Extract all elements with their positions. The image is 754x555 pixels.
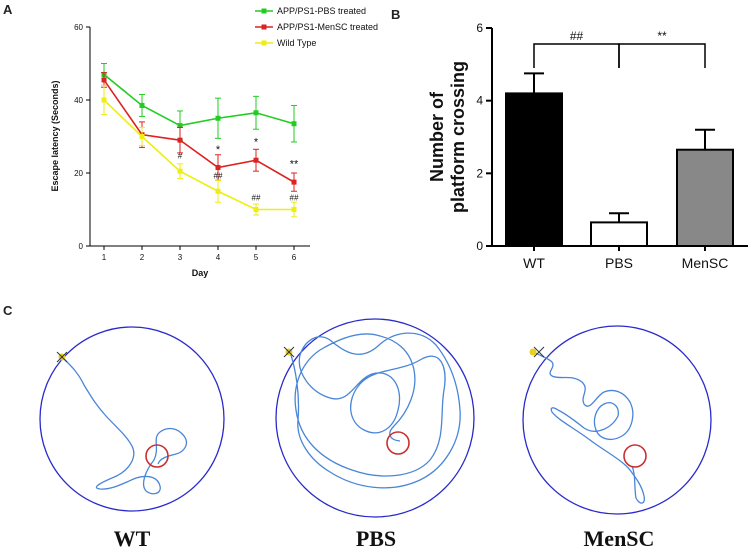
platform-mensc [623,444,647,468]
legend-label: APP/PS1-PBS treated [277,6,366,16]
panel-a-x-tick-label: 4 [216,253,221,262]
panel-a-data-point [177,137,183,143]
panel-a-x-tick-label: 1 [102,253,107,262]
platform-wt [145,444,169,468]
panel-a-y-axis-title: Escape latency (Seconds) [50,80,60,191]
panel-a-data-point [291,179,297,185]
panel-a-data-point [291,207,297,212]
panel-a-series-line-1 [103,79,295,183]
panel-a-series-line-0 [103,73,295,127]
panel-b-category-label: WT [523,255,545,271]
panel-a-data-point [215,165,221,171]
panel-a-significance-mark: ## [214,171,223,180]
panel-a-series-line-2 [103,99,294,211]
panel-a-y-tick-label: 0 [79,242,84,251]
legend-swatch-marker [261,24,267,30]
panel-a-data-point [253,207,259,212]
panel-a-x-tick-label: 3 [178,253,183,262]
legend-label: APP/PS1-MenSC treated [277,22,378,32]
panel-b-bar-mensc [676,148,734,247]
panel-a-data-point [101,97,107,103]
panel-b-category-label: PBS [605,255,633,271]
panel-a-data-point [253,110,259,116]
panel-a-data-point [177,123,183,129]
legend-label: Wild Type [277,38,316,48]
panel-c-swim-tracks: WT PBS MenSC [39,318,712,551]
panel-b-significance-bracket [618,43,706,68]
panel-a-data-point [177,168,183,174]
panel-b-bar-wt [505,92,563,248]
panel-a-y-tick-label: 40 [74,96,83,105]
track-pbs: PBS [275,318,475,551]
panel-c-letter: C [3,303,13,318]
panel-a-significance-mark: ** [290,159,299,171]
panel-b-bar-pbs [590,221,648,247]
panel-a-significance-mark: ## [252,193,261,202]
start-marker-pbs [283,346,295,358]
panel-b-category-label: MenSC [682,255,729,271]
panel-a-y-tick-label: 20 [74,169,83,178]
panel-a-significance-mark: * [216,144,221,156]
arena-pbs [275,318,475,518]
panel-a-data-point [215,188,221,194]
start-marker-wt [56,351,68,363]
panel-b-significance-bracket [533,43,620,68]
panel-a-data-point [253,157,259,163]
panel-a-legend: APP/PS1-PBS treated APP/PS1-MenSC treated… [255,6,378,48]
panel-a-significance-mark: * [254,137,259,149]
legend-swatch-marker [261,40,267,46]
panel-a-data-point [139,102,145,108]
panel-b-significance-label: ** [657,29,667,43]
panel-a-data-point [215,115,221,121]
panel-a-y-tick-label: 60 [74,23,83,32]
swim-path-pbs [289,332,461,489]
panel-a-x-tick-label: 6 [292,253,297,262]
track-label-mensc: MenSC [584,526,655,551]
panel-a-x-tick-label: 2 [140,253,145,262]
panel-b-significance-label: ## [570,29,584,43]
panel-b-letter: B [391,7,400,22]
legend-swatch-marker [261,8,267,14]
platform-pbs [386,431,410,455]
panel-b-bar-chart: 0 2 4 6 Number of platform crossing WT PBS Me… [427,21,748,271]
track-label-pbs: PBS [356,526,396,551]
panel-a-data-point [139,134,145,139]
panel-a-data-point [101,77,107,83]
panel-b-y-tick-label: 4 [476,94,483,108]
track-mensc: MenSC [522,325,712,551]
panel-b-y-axis-title-line-1: Number of [427,91,447,182]
panel-a-data-point [291,121,297,127]
panel-a-significance-mark: # [178,151,183,160]
swim-path-wt [61,356,188,495]
start-marker-mensc [529,346,545,358]
panel-a-letter: A [3,2,13,17]
track-wt: WT [39,326,225,551]
panel-b-y-tick-label: 2 [476,166,483,180]
panel-b-y-tick-label: 0 [476,239,483,253]
panel-b-y-axis-title-line-2: platform crossing [448,61,468,213]
arena-mensc [522,325,712,515]
track-label-wt: WT [114,526,151,551]
panel-a-significance-mark: ## [290,193,299,202]
arena-wt [39,326,225,512]
swim-path-mensc [533,351,646,504]
panel-b-y-tick-label: 6 [476,21,483,35]
panel-a-x-axis-title: Day [192,268,209,278]
panel-a-x-tick-label: 5 [254,253,259,262]
